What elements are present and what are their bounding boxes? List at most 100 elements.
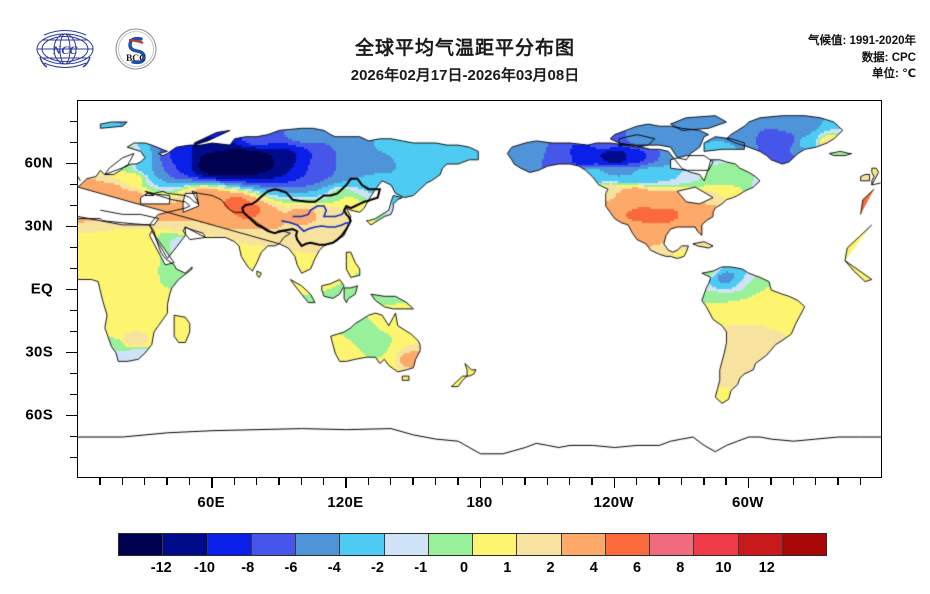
colorbar-swatch [738,534,783,555]
lat-tick [66,352,77,354]
lon-label: 60E [197,494,225,511]
lat-tick [70,247,77,249]
lon-label: 120E [327,494,364,511]
lon-tick [322,478,325,485]
lat-tick [70,268,77,270]
meta-units: 单位: ℃ [872,68,916,80]
bcc-logo: BCC [114,27,158,76]
lon-tick [278,478,280,485]
ncc-logo: NCC [34,27,96,76]
colorbar-label: 4 [589,560,598,576]
temperature-anomaly-heatmap [78,101,881,477]
lon-tick [144,478,146,485]
lat-tick [70,394,77,396]
lon-tick [524,478,526,485]
colorbar-swatch [251,534,296,555]
lon-tick [233,478,235,485]
lon-tick [770,478,772,485]
lat-tick [70,457,77,459]
lon-tick [591,478,593,485]
colorbar-label: -2 [371,560,384,576]
colorbar-swatch [561,534,606,555]
lon-tick [211,478,213,488]
colorbar-swatch [119,534,164,555]
lon-tick [703,478,705,485]
lon-tick [501,478,504,485]
lon-label: 120W [593,494,634,511]
lat-tick [70,436,77,438]
colorbar-label: -6 [284,560,298,576]
colorbar-label: -12 [150,560,172,576]
lat-tick [70,184,77,186]
lat-tick [66,226,77,228]
colorbar: -12 -10 -8 -6 -4 -2 -1 0 1 2 4 6 8 10 12 [118,533,827,578]
lon-tick [300,478,302,485]
lon-tick [479,478,481,488]
lat-tick [66,415,77,417]
colorbar-label: 6 [632,560,642,576]
lon-tick [613,478,616,488]
colorbar-swatches [118,533,827,556]
lat-label: 30N [24,217,53,235]
lon-tick [636,478,638,485]
lon-tick [434,478,437,485]
colorbar-swatch [605,534,650,555]
header: NCC BCC 全球平均气温距平分布图 2026年02月17日-2026年03月… [0,0,930,100]
page-title: 全球平均气温距平分布图 [354,38,575,59]
colorbar-swatch [782,534,826,555]
colorbar-label: -1 [414,560,428,576]
lat-tick [70,331,77,333]
lon-tick [546,478,548,485]
colorbar-swatch [207,534,252,555]
lat-tick [66,289,77,291]
colorbar-label: 1 [503,560,512,576]
lat-tick [70,373,77,375]
bcc-logo-text: BCC [126,54,146,64]
colorbar-swatch [694,534,739,555]
lat-tick [70,310,77,312]
lat-label: 60N [24,154,53,172]
lon-tick [747,478,750,488]
lon-tick [255,478,258,485]
logo-group: NCC BCC [34,27,158,76]
lon-tick [367,478,370,485]
lat-label: 30S [25,343,53,361]
colorbar-swatch [296,534,341,555]
lon-label: 60W [731,494,764,511]
lon-tick [725,478,727,485]
lon-tick [568,478,571,485]
meta-source: 数据: CPC [861,51,916,64]
lon-tick [837,478,839,485]
lon-tick [658,478,660,485]
lon-tick [345,478,347,488]
lon-label: 180 [466,494,493,511]
colorbar-label: -8 [241,560,255,576]
lon-tick [859,478,862,485]
colorbar-label: -10 [194,560,215,576]
lon-tick [457,478,459,485]
map-plot-area [77,100,882,478]
lon-tick [188,478,191,485]
lon-tick [680,478,683,485]
colorbar-label: 10 [715,560,732,576]
lat-label: 60S [25,406,53,424]
colorbar-tick-labels: -12 -10 -8 -6 -4 -2 -1 0 1 2 4 6 8 10 12 [118,556,827,578]
title-block: 全球平均气温距平分布图 2026年02月17日-2026年03月08日 [0,36,930,88]
lon-tick [814,478,817,485]
lon-tick [792,478,794,485]
colorbar-swatch [384,534,429,555]
colorbar-swatch [517,534,562,555]
colorbar-label: 8 [676,560,685,576]
lat-tick [66,163,77,165]
colorbar-swatch [473,534,518,555]
colorbar-label: 0 [459,560,469,576]
lon-tick [412,478,414,485]
meta-block: 气候值: 1991-2020年 数据: CPC 单位: ℃ [808,33,916,83]
lat-tick [70,205,77,207]
lat-tick [70,142,77,144]
colorbar-swatch [163,534,208,555]
lat-tick [70,121,77,123]
colorbar-swatch [340,534,385,555]
colorbar-swatch [650,534,695,555]
lon-tick [121,478,124,485]
